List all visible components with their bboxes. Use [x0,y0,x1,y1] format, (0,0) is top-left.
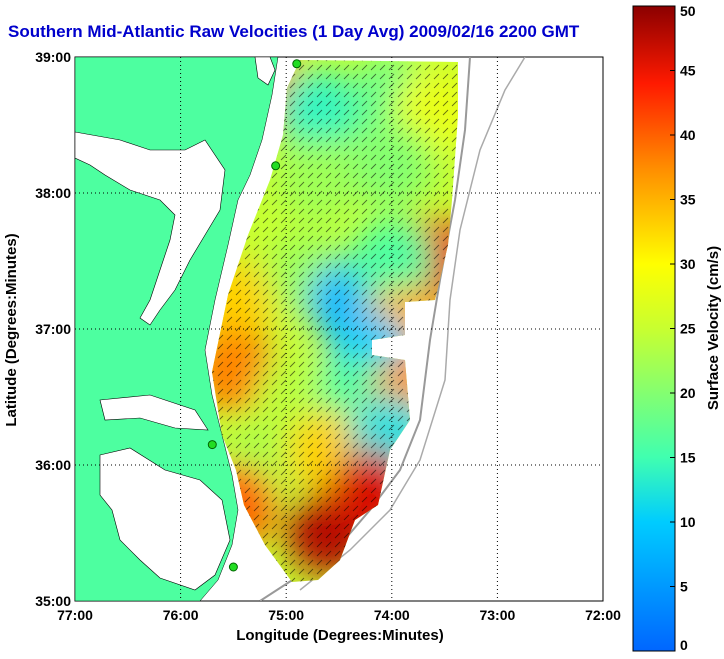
colorbar-tick-label: 25 [680,321,696,337]
x-axis-label: Longitude (Degrees:Minutes) [236,627,444,644]
x-tick-label: 73:00 [479,607,515,623]
y-tick-label: 36:00 [35,457,71,473]
y-tick-label: 39:00 [35,49,71,65]
delaware-bay [254,57,276,86]
colorbar-tick-label: 50 [680,3,696,19]
x-tick-label: 75:00 [268,607,304,623]
plot-area [74,56,604,602]
colorbar-label: Surface Velocity (cm/s) [705,246,722,410]
x-tick-label: 74:00 [374,607,410,623]
y-tick-label: 37:00 [35,321,71,337]
chart-title: Southern Mid-Atlantic Raw Velocities (1 … [8,22,580,41]
colorbar [632,5,676,652]
x-tick-label: 72:00 [585,607,621,623]
colorbar-tick-label: 45 [680,63,696,79]
colorbar-tick-label: 30 [680,256,696,272]
x-tick-label: 77:00 [57,607,93,623]
colorbar-tick-label: 20 [680,385,696,401]
radar-site-marker [228,562,238,572]
radar-site-marker [292,59,302,69]
colorbar-tick-label: 10 [680,514,696,530]
colorbar-tick-label: 40 [680,127,696,143]
chesapeake-bay [75,131,226,326]
isobath-line-outer [299,57,526,591]
colorbar-tick-label: 35 [680,192,696,208]
x-tick-label: 76:00 [163,607,199,623]
radar-site-marker [271,161,281,171]
y-tick-label: 38:00 [35,185,71,201]
pamlico-sound [99,447,231,591]
colorbar-tick-label: 5 [680,579,688,595]
colorbar-tick-label: 15 [680,450,696,466]
radar-site-marker [207,440,217,450]
y-tick-label: 35:00 [35,593,71,609]
colorbar-tick-label: 0 [680,637,688,653]
y-axis-label: Latitude (Degrees:Minutes) [3,233,20,426]
